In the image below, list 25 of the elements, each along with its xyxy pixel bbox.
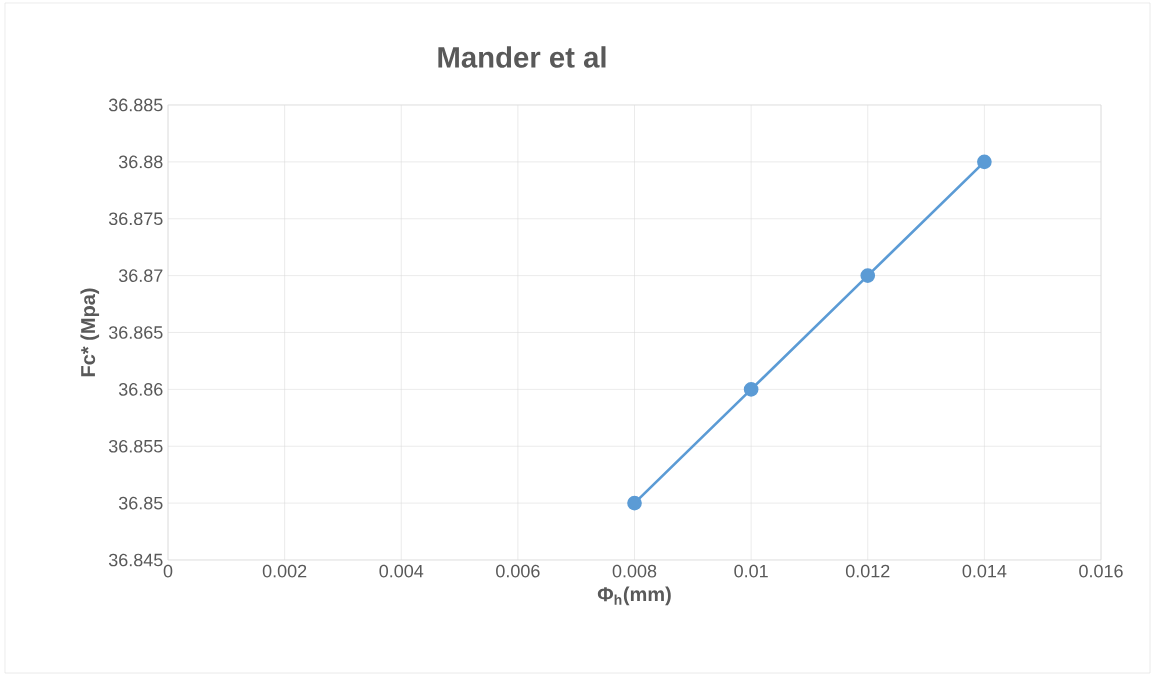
point — [977, 154, 992, 170]
chart-title: Mander et al — [438, 46, 606, 68]
y-tick-label: 36.855 — [108, 439, 163, 453]
y-tick-label: 36.865 — [108, 326, 163, 339]
x-tick-label: 0.006 — [496, 564, 540, 578]
y-axis-title: Fc* (Mpa) — [80, 288, 100, 377]
x-tick-label: 0.012 — [845, 564, 890, 578]
y-tick-label: 36.845 — [108, 553, 163, 567]
y-tick-label: 36.86 — [118, 383, 163, 396]
x-tick-label: 0.014 — [962, 564, 1007, 578]
x-tick-label: 0 — [163, 564, 173, 578]
x-tick-label: 0.016 — [1079, 564, 1123, 578]
x-axis-title: Φ$_{h}$(mm) — [597, 586, 671, 606]
y-tick-label: 36.87 — [118, 269, 163, 282]
y-tick-label: 36.885 — [108, 98, 163, 112]
x-tick-label: 0.008 — [612, 564, 657, 578]
y-tick-label: 36.85 — [118, 496, 163, 510]
y-tick-label: 36.88 — [118, 155, 163, 169]
x-tick-label: 0.004 — [379, 564, 424, 578]
point — [743, 382, 759, 397]
x-tick-label: 0.01 — [734, 564, 768, 578]
y-tick-label: 36.875 — [108, 212, 163, 226]
x-tick-label: 0.002 — [262, 564, 307, 578]
point — [860, 268, 876, 283]
point — [627, 495, 642, 511]
